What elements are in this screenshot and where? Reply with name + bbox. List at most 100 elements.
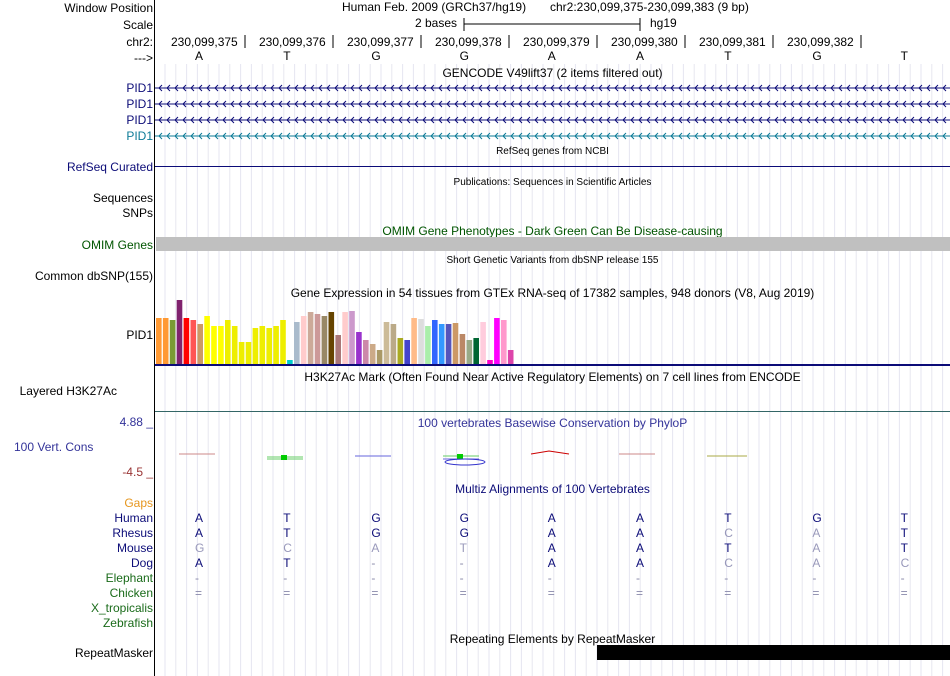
omim-track-title[interactable]: OMIM Gene Phenotypes - Dark Green Can Be… <box>382 224 723 238</box>
alignment-base: = <box>724 586 732 600</box>
gtex-bar-t4 <box>176 300 183 364</box>
gtex-bar-t40 <box>425 326 431 364</box>
gencode-transcript-feature[interactable] <box>155 114 950 126</box>
alignment-base: T <box>724 511 732 525</box>
omim-label[interactable]: OMIM Genes <box>81 238 153 252</box>
alignment-base: T <box>459 541 467 555</box>
alignment-base: A <box>812 526 821 540</box>
species-label-elephant[interactable]: Elephant <box>105 571 153 585</box>
alignment-base: A <box>636 556 645 570</box>
h3k27ac-label[interactable]: Layered H3K27Ac <box>19 384 117 398</box>
dbsnp-label[interactable]: Common dbSNP(155) <box>34 269 153 283</box>
gtex-bar-t44 <box>452 323 459 364</box>
gtex-bar-t22 <box>300 316 307 364</box>
gtex-bar-t1 <box>156 318 162 364</box>
alignment-base: = <box>812 586 820 600</box>
alignment-base: G <box>459 511 469 525</box>
alignment-base: - <box>283 571 288 585</box>
alignment-base: - <box>724 571 729 585</box>
sequence-base: T <box>283 49 291 63</box>
gtex-baseline <box>155 364 950 366</box>
assembly-title[interactable]: Human Feb. 2009 (GRCh37/hg19) <box>342 0 527 14</box>
alignment-base: A <box>195 556 204 570</box>
refseq-track-title[interactable]: RefSeq genes from NCBI <box>496 146 609 157</box>
gencode-transcript-feature[interactable] <box>155 130 950 142</box>
species-label-mouse[interactable]: Mouse <box>116 541 153 555</box>
species-label-human[interactable]: Human <box>114 511 153 525</box>
multiz-track-title[interactable]: Multiz Alignments of 100 Vertebrates <box>455 482 650 496</box>
gtex-bar-t43 <box>445 324 452 364</box>
gtex-bar-t14 <box>245 342 252 364</box>
gtex-bar-t39 <box>418 319 424 364</box>
alignment-base: A <box>547 541 556 555</box>
alignment-base: - <box>547 571 552 585</box>
gtex-bar-t3 <box>169 320 176 364</box>
gencode-transcript-label[interactable]: PID1 <box>126 113 153 127</box>
alignment-base: - <box>371 556 376 570</box>
gtex-bar-t13 <box>238 342 245 364</box>
alignment-base: = <box>900 586 908 600</box>
repeatmasker-feature[interactable] <box>597 645 950 660</box>
sequence-base: G <box>812 49 822 63</box>
alignment-base: - <box>459 571 464 585</box>
phylop-label[interactable]: 100 Vert. Cons <box>14 440 94 454</box>
alignment-base: T <box>900 526 908 540</box>
gtex-bar-t46 <box>466 340 473 364</box>
phylop-max-label: 4.88 _ <box>119 415 153 429</box>
alignment-base: C <box>724 556 733 570</box>
alignment-base: - <box>636 571 640 585</box>
gtex-bar-chart[interactable] <box>155 300 535 364</box>
publications-label-snps[interactable]: SNPs <box>122 206 153 220</box>
species-label-chicken[interactable]: Chicken <box>109 586 153 600</box>
alignment-base: A <box>636 526 645 540</box>
alignment-base: G <box>812 511 822 525</box>
gtex-bar-t34 <box>383 322 390 364</box>
gencode-track-title[interactable]: GENCODE V49lift37 (2 items filtered out) <box>442 66 663 80</box>
alignment-base: A <box>547 526 556 540</box>
repeatmasker-track-title[interactable]: Repeating Elements by RepeatMasker <box>449 632 656 646</box>
gtex-bar-t50 <box>494 318 500 364</box>
gtex-bar-t27 <box>335 335 341 364</box>
alignment-base: G <box>371 511 381 525</box>
refseq-feature-line[interactable] <box>155 166 950 167</box>
refseq-label[interactable]: RefSeq Curated <box>66 160 153 174</box>
publications-track-title[interactable]: Publications: Sequences in Scientific Ar… <box>453 177 652 188</box>
sequence-base: A <box>195 49 204 63</box>
h3k27ac-track-title[interactable]: H3K27Ac Mark (Often Found Near Active Re… <box>304 370 801 384</box>
species-label-zebrafish[interactable]: Zebrafish <box>102 616 153 630</box>
gtex-bar-t10 <box>218 326 224 364</box>
gtex-bar-t32 <box>369 344 376 364</box>
phylop-plot[interactable] <box>155 444 950 470</box>
alignment-base: A <box>195 526 204 540</box>
dbsnp-track-title[interactable]: Short Genetic Variants from dbSNP releas… <box>446 255 659 266</box>
gtex-bar-t24 <box>314 314 321 364</box>
species-label-dog[interactable]: Dog <box>130 556 153 570</box>
alignment-base: A <box>636 541 645 555</box>
gencode-transcript-feature[interactable] <box>155 98 950 110</box>
publications-label-sequences[interactable]: Sequences <box>92 191 153 205</box>
gencode-transcript-label[interactable]: PID1 <box>126 97 153 111</box>
gtex-track-title[interactable]: Gene Expression in 54 tissues from GTEx … <box>290 286 815 300</box>
h3k27ac-signal[interactable] <box>155 411 950 412</box>
sequence-base: T <box>900 49 908 63</box>
gencode-transcript-label[interactable]: PID1 <box>126 129 153 143</box>
species-label-x_tropicalis[interactable]: X_tropicalis <box>90 601 153 615</box>
position-title[interactable]: chr2:230,099,375-230,099,383 (9 bp) <box>550 0 749 14</box>
alignment-base: T <box>900 511 908 525</box>
alignment-base: G <box>195 541 205 555</box>
gtex-bar-t37 <box>404 340 410 364</box>
gencode-transcript-label[interactable]: PID1 <box>126 81 153 95</box>
phylop-track-title[interactable]: 100 vertebrates Basewise Conservation by… <box>417 416 688 430</box>
repeatmasker-label[interactable]: RepeatMasker <box>74 646 153 660</box>
scale-db: hg19 <box>650 16 677 30</box>
gtex-bar-t35 <box>390 324 397 364</box>
scale-label: Scale <box>122 18 153 32</box>
species-label-rhesus[interactable]: Rhesus <box>112 526 153 540</box>
gtex-label[interactable]: PID1 <box>126 328 153 342</box>
phylop-min-label: -4.5 _ <box>122 465 153 479</box>
alignment-base: - <box>459 556 464 570</box>
omim-feature-bar[interactable] <box>156 237 950 251</box>
alignment-base: C <box>724 526 733 540</box>
gtex-bar-t29 <box>349 311 355 364</box>
gencode-transcript-feature[interactable] <box>155 82 950 94</box>
